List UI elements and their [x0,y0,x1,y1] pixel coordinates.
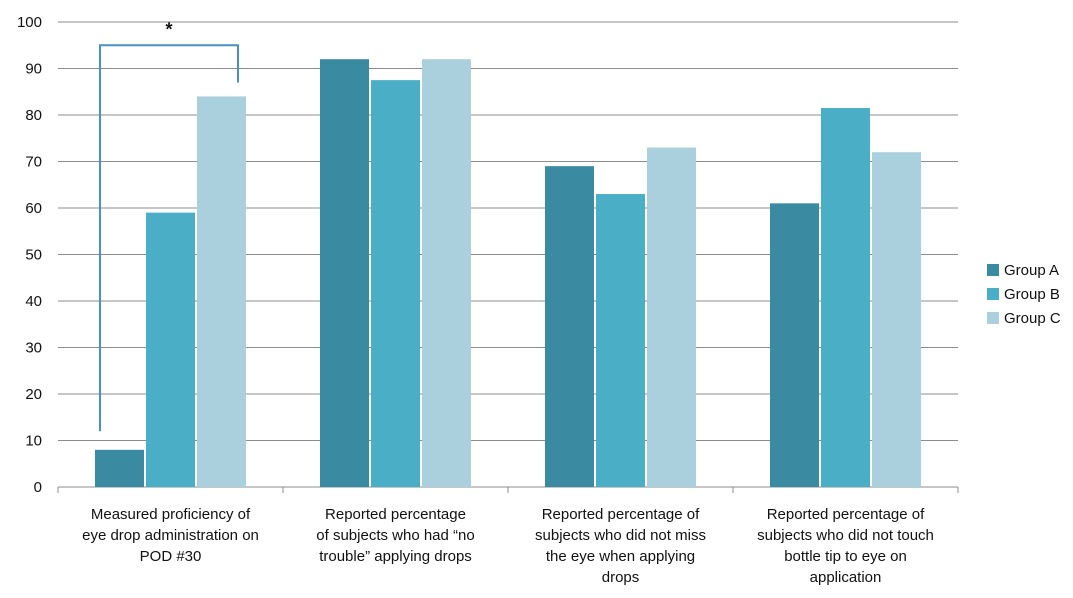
bar [596,194,645,488]
x-tick-label: the eye when applying [546,548,695,565]
bar [197,96,246,488]
bar [371,80,420,487]
bar [95,449,144,487]
bar [821,108,870,488]
x-tick-label: drops [602,569,640,586]
x-tick-label: subjects who did not miss [535,527,706,544]
x-tick-label: Reported percentage [325,506,466,523]
y-tick-label: 0 [34,479,42,496]
y-tick-label: 20 [25,386,42,403]
bar [647,147,696,488]
legend-label: Group C [1004,310,1061,327]
bar [320,59,369,487]
legend-label: Group A [1004,262,1059,279]
bar [872,152,921,487]
y-tick-label: 10 [25,433,42,450]
x-tick-label: POD #30 [140,548,202,565]
x-tick-label: Measured proficiency of [91,506,251,523]
y-tick-label: 100 [17,14,42,31]
x-tick-label: trouble” applying drops [319,548,472,565]
bar [545,166,594,487]
significance-bracket [99,44,239,432]
x-tick-label: of subjects who had “no [316,527,474,544]
bar [422,59,471,487]
legend-swatch [987,312,999,324]
significance-marker: * [165,19,172,39]
legend-swatch [987,288,999,300]
x-tick-label: eye drop administration on [82,527,259,544]
y-tick-label: 40 [25,293,42,310]
bar [770,203,819,487]
bar [146,212,195,487]
y-tick-label: 80 [25,107,42,124]
x-tick-label: subjects who did not touch [757,527,934,544]
legend-label: Group B [1004,286,1060,303]
x-tick-label: Reported percentage of [767,506,925,523]
y-tick-label: 60 [25,200,42,217]
x-tick-label: Reported percentage of [542,506,700,523]
x-tick-label: bottle tip to eye on [784,548,907,565]
y-tick-label: 70 [25,154,42,171]
legend-swatch [987,264,999,276]
y-tick-label: 90 [25,61,42,78]
y-tick-label: 30 [25,340,42,357]
x-tick-label: application [810,569,882,586]
y-tick-label: 50 [25,247,42,264]
